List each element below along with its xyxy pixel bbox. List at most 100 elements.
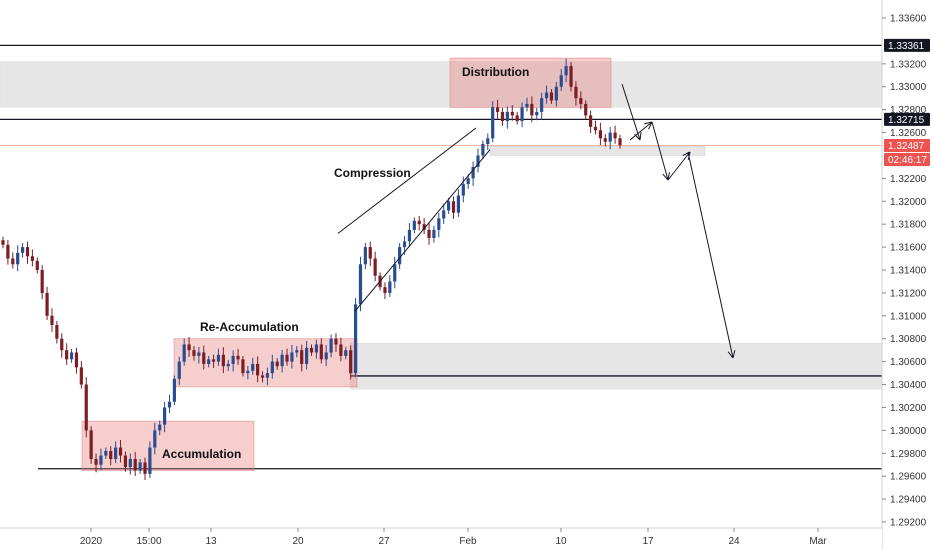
candle-body bbox=[231, 355, 235, 364]
lower-trendline bbox=[354, 149, 491, 312]
time-tick-label: 17 bbox=[642, 536, 654, 547]
candle-body bbox=[500, 111, 505, 122]
candle-body bbox=[486, 138, 490, 144]
candle-body bbox=[613, 132, 617, 139]
candle-body bbox=[265, 373, 270, 378]
time-tick-label: 2020 bbox=[80, 536, 103, 547]
candle-body bbox=[99, 455, 103, 465]
candle-body bbox=[579, 98, 583, 104]
candle-body bbox=[544, 92, 549, 99]
projection-arrow bbox=[629, 121, 653, 141]
candle-body bbox=[363, 247, 367, 265]
candle-body bbox=[290, 352, 294, 362]
candle-body bbox=[388, 281, 392, 293]
price-tick-label: 1.31600 bbox=[890, 243, 927, 254]
candle-body bbox=[221, 354, 225, 367]
supply-demand-zone bbox=[0, 61, 883, 108]
zones-layer bbox=[0, 61, 883, 390]
candle-body bbox=[314, 344, 318, 353]
candle-body bbox=[559, 75, 563, 87]
time-axis: 2020 15:00 13 20 27 Feb 10 17 24 Mar bbox=[0, 527, 882, 550]
projection-arrow bbox=[687, 151, 734, 359]
candle-body bbox=[476, 155, 480, 167]
price-tick-label: 1.31200 bbox=[890, 288, 927, 299]
candle-body bbox=[398, 247, 402, 265]
candle-body bbox=[422, 224, 426, 230]
candle-body bbox=[74, 352, 79, 368]
candle-body bbox=[182, 344, 186, 362]
candle-body bbox=[574, 86, 578, 99]
price-tick-label: 1.32200 bbox=[890, 174, 927, 185]
candle-body bbox=[358, 264, 363, 305]
candle-body bbox=[564, 66, 568, 76]
levels-layer bbox=[0, 44, 882, 470]
price-tag-label: 1.32487 bbox=[888, 141, 925, 152]
candle-body bbox=[94, 459, 98, 465]
candle-body bbox=[30, 256, 34, 261]
candle-body bbox=[407, 229, 412, 242]
price-tick-label: 1.29400 bbox=[890, 495, 927, 506]
price-tick-label: 1.29200 bbox=[890, 518, 927, 529]
candle-body bbox=[114, 447, 118, 459]
candle-body bbox=[515, 115, 519, 122]
candle-body bbox=[35, 260, 39, 270]
price-tag bbox=[884, 112, 930, 126]
candle-body bbox=[319, 344, 323, 360]
candle-body bbox=[466, 178, 470, 185]
annotation-label: Accumulation bbox=[162, 447, 241, 461]
price-tick-label: 1.30400 bbox=[890, 380, 927, 391]
candle-body bbox=[456, 195, 461, 213]
upper-trendline bbox=[337, 127, 477, 234]
supply-demand-zone bbox=[349, 343, 883, 390]
candle-body bbox=[89, 430, 93, 459]
candle-body bbox=[187, 344, 191, 351]
candle-body bbox=[60, 338, 64, 351]
candle-body bbox=[334, 338, 338, 345]
candle-body bbox=[339, 344, 343, 356]
price-tag-label: 1.33361 bbox=[888, 41, 925, 52]
annotation-labels: Accumulation Re-Accumulation Compression Di… bbox=[162, 65, 529, 461]
candle-body bbox=[256, 363, 260, 376]
candle-body bbox=[540, 98, 544, 112]
time-tick-label: Feb bbox=[459, 536, 477, 547]
candle-body bbox=[437, 218, 441, 230]
candle-body bbox=[216, 354, 221, 362]
time-tick-label: Mar bbox=[809, 536, 827, 547]
arrow-head bbox=[662, 173, 669, 181]
candle-body bbox=[584, 103, 588, 116]
price-tick-label: 1.33200 bbox=[890, 59, 927, 70]
annotation-box bbox=[449, 57, 612, 108]
candle-body bbox=[451, 201, 456, 213]
price-tag bbox=[884, 152, 930, 166]
candle-body bbox=[510, 111, 514, 116]
candles-layer bbox=[1, 58, 622, 481]
candle-body bbox=[275, 361, 279, 367]
candle-body bbox=[133, 459, 137, 471]
candle-body bbox=[251, 363, 255, 371]
candle-body bbox=[349, 350, 353, 374]
arrow-head bbox=[727, 351, 734, 359]
candle-body bbox=[344, 350, 348, 356]
candle-body bbox=[6, 244, 10, 259]
annotation-label: Re-Accumulation bbox=[200, 320, 299, 334]
candle-body bbox=[373, 258, 377, 276]
candle-body bbox=[236, 355, 240, 360]
candle-body bbox=[162, 407, 167, 425]
price-tick-label: 1.32600 bbox=[890, 128, 927, 139]
candle-body bbox=[84, 384, 88, 431]
candle-body bbox=[123, 455, 128, 468]
supply-demand-zone bbox=[489, 146, 706, 156]
price-tick-label: 1.29600 bbox=[890, 472, 927, 483]
price-tick-label: 1.31800 bbox=[890, 220, 927, 231]
arrow-head bbox=[644, 121, 653, 125]
time-tick-label: 13 bbox=[205, 536, 217, 547]
candle-body bbox=[383, 287, 387, 293]
candle-body bbox=[226, 363, 230, 367]
time-tick-label: 24 bbox=[728, 536, 740, 547]
candle-body bbox=[260, 375, 265, 378]
candle-body bbox=[589, 115, 593, 127]
candle-body bbox=[505, 111, 509, 122]
annotation-label: Distribution bbox=[462, 65, 529, 79]
candle-body bbox=[471, 166, 475, 179]
